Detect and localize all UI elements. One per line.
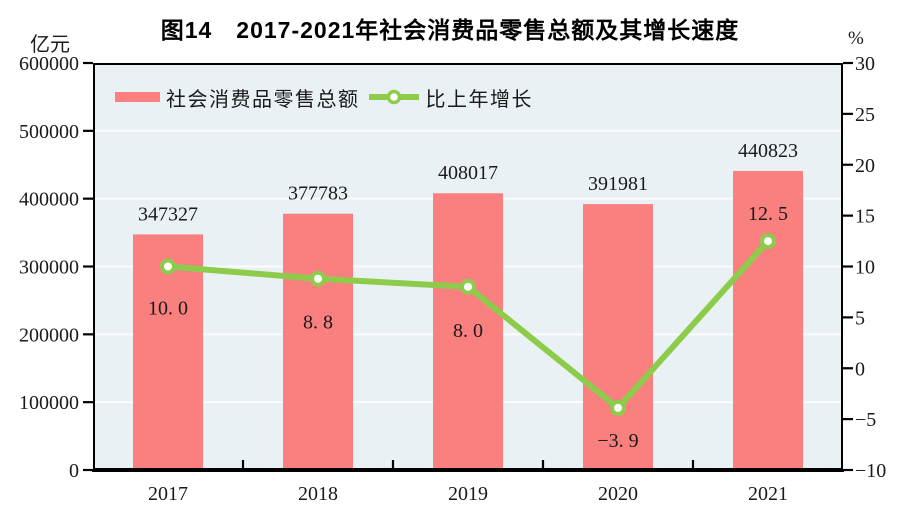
legend: 社会消费品零售总额 比上年增长 — [115, 86, 533, 111]
left-axis-label-600000: 600000 — [19, 53, 79, 75]
right-axis-label-20: 20 — [855, 155, 875, 177]
right-axis-label-10: 10 — [855, 257, 875, 279]
left-axis-label-100000: 100000 — [19, 392, 79, 414]
right-axis-label-15: 15 — [855, 206, 875, 228]
growth-value-label-2019: 8. 0 — [453, 320, 483, 342]
legend-bar-label: 社会消费品零售总额 — [166, 88, 360, 111]
left-axis-label-500000: 500000 — [19, 121, 79, 143]
legend-line-marker-icon — [368, 88, 420, 106]
right-axis-label-0: 0 — [855, 358, 865, 380]
x-axis-label-2020: 2020 — [598, 483, 638, 505]
growth-value-label-2018: 8. 8 — [303, 312, 333, 334]
left-axis-label-300000: 300000 — [19, 257, 79, 279]
left-axis-label-400000: 400000 — [19, 189, 79, 211]
growth-value-label-2017: 10. 0 — [148, 298, 188, 320]
marker-2018 — [310, 270, 326, 287]
bar-2019 — [433, 193, 503, 471]
legend-bar-swatch-icon — [115, 92, 160, 102]
growth-value-label-2021: 12. 5 — [748, 203, 788, 225]
right-axis-unit-label: % — [848, 28, 864, 49]
left-axis-label-0: 0 — [69, 460, 79, 482]
bar-value-label-2019: 408017 — [438, 162, 498, 184]
chart-title: 图14 2017-2021年社会消费品零售总额及其增长速度 — [160, 17, 740, 43]
right-axis-label-5: 5 — [855, 307, 865, 329]
right-axis-label-25: 25 — [855, 104, 875, 126]
bar-2020 — [583, 204, 653, 471]
right-axis-label--5: −5 — [855, 409, 876, 431]
marker-2021 — [760, 233, 776, 250]
bar-2021 — [733, 170, 803, 470]
bar-value-label-2017: 347327 — [138, 203, 198, 225]
bar-value-label-2021: 440823 — [738, 140, 798, 162]
x-axis-label-2021: 2021 — [748, 483, 788, 505]
left-axis-unit-label: 亿元 — [30, 34, 70, 56]
right-axis-label--10: −10 — [855, 460, 886, 482]
x-axis-label-2017: 2017 — [148, 483, 188, 505]
x-axis-label-2019: 2019 — [448, 483, 488, 505]
marker-2020 — [610, 399, 626, 416]
left-axis-label-200000: 200000 — [19, 324, 79, 346]
bar-value-label-2020: 391981 — [588, 173, 648, 195]
growth-value-label-2020: −3. 9 — [597, 430, 638, 452]
marker-2019 — [460, 278, 476, 295]
x-axis-label-2018: 2018 — [298, 483, 338, 505]
legend-line-label: 比上年增长 — [425, 88, 533, 111]
right-axis-label-30: 30 — [855, 53, 875, 75]
bar-value-label-2018: 377783 — [288, 183, 348, 205]
bar-2018 — [283, 213, 353, 471]
marker-2017 — [160, 258, 176, 275]
